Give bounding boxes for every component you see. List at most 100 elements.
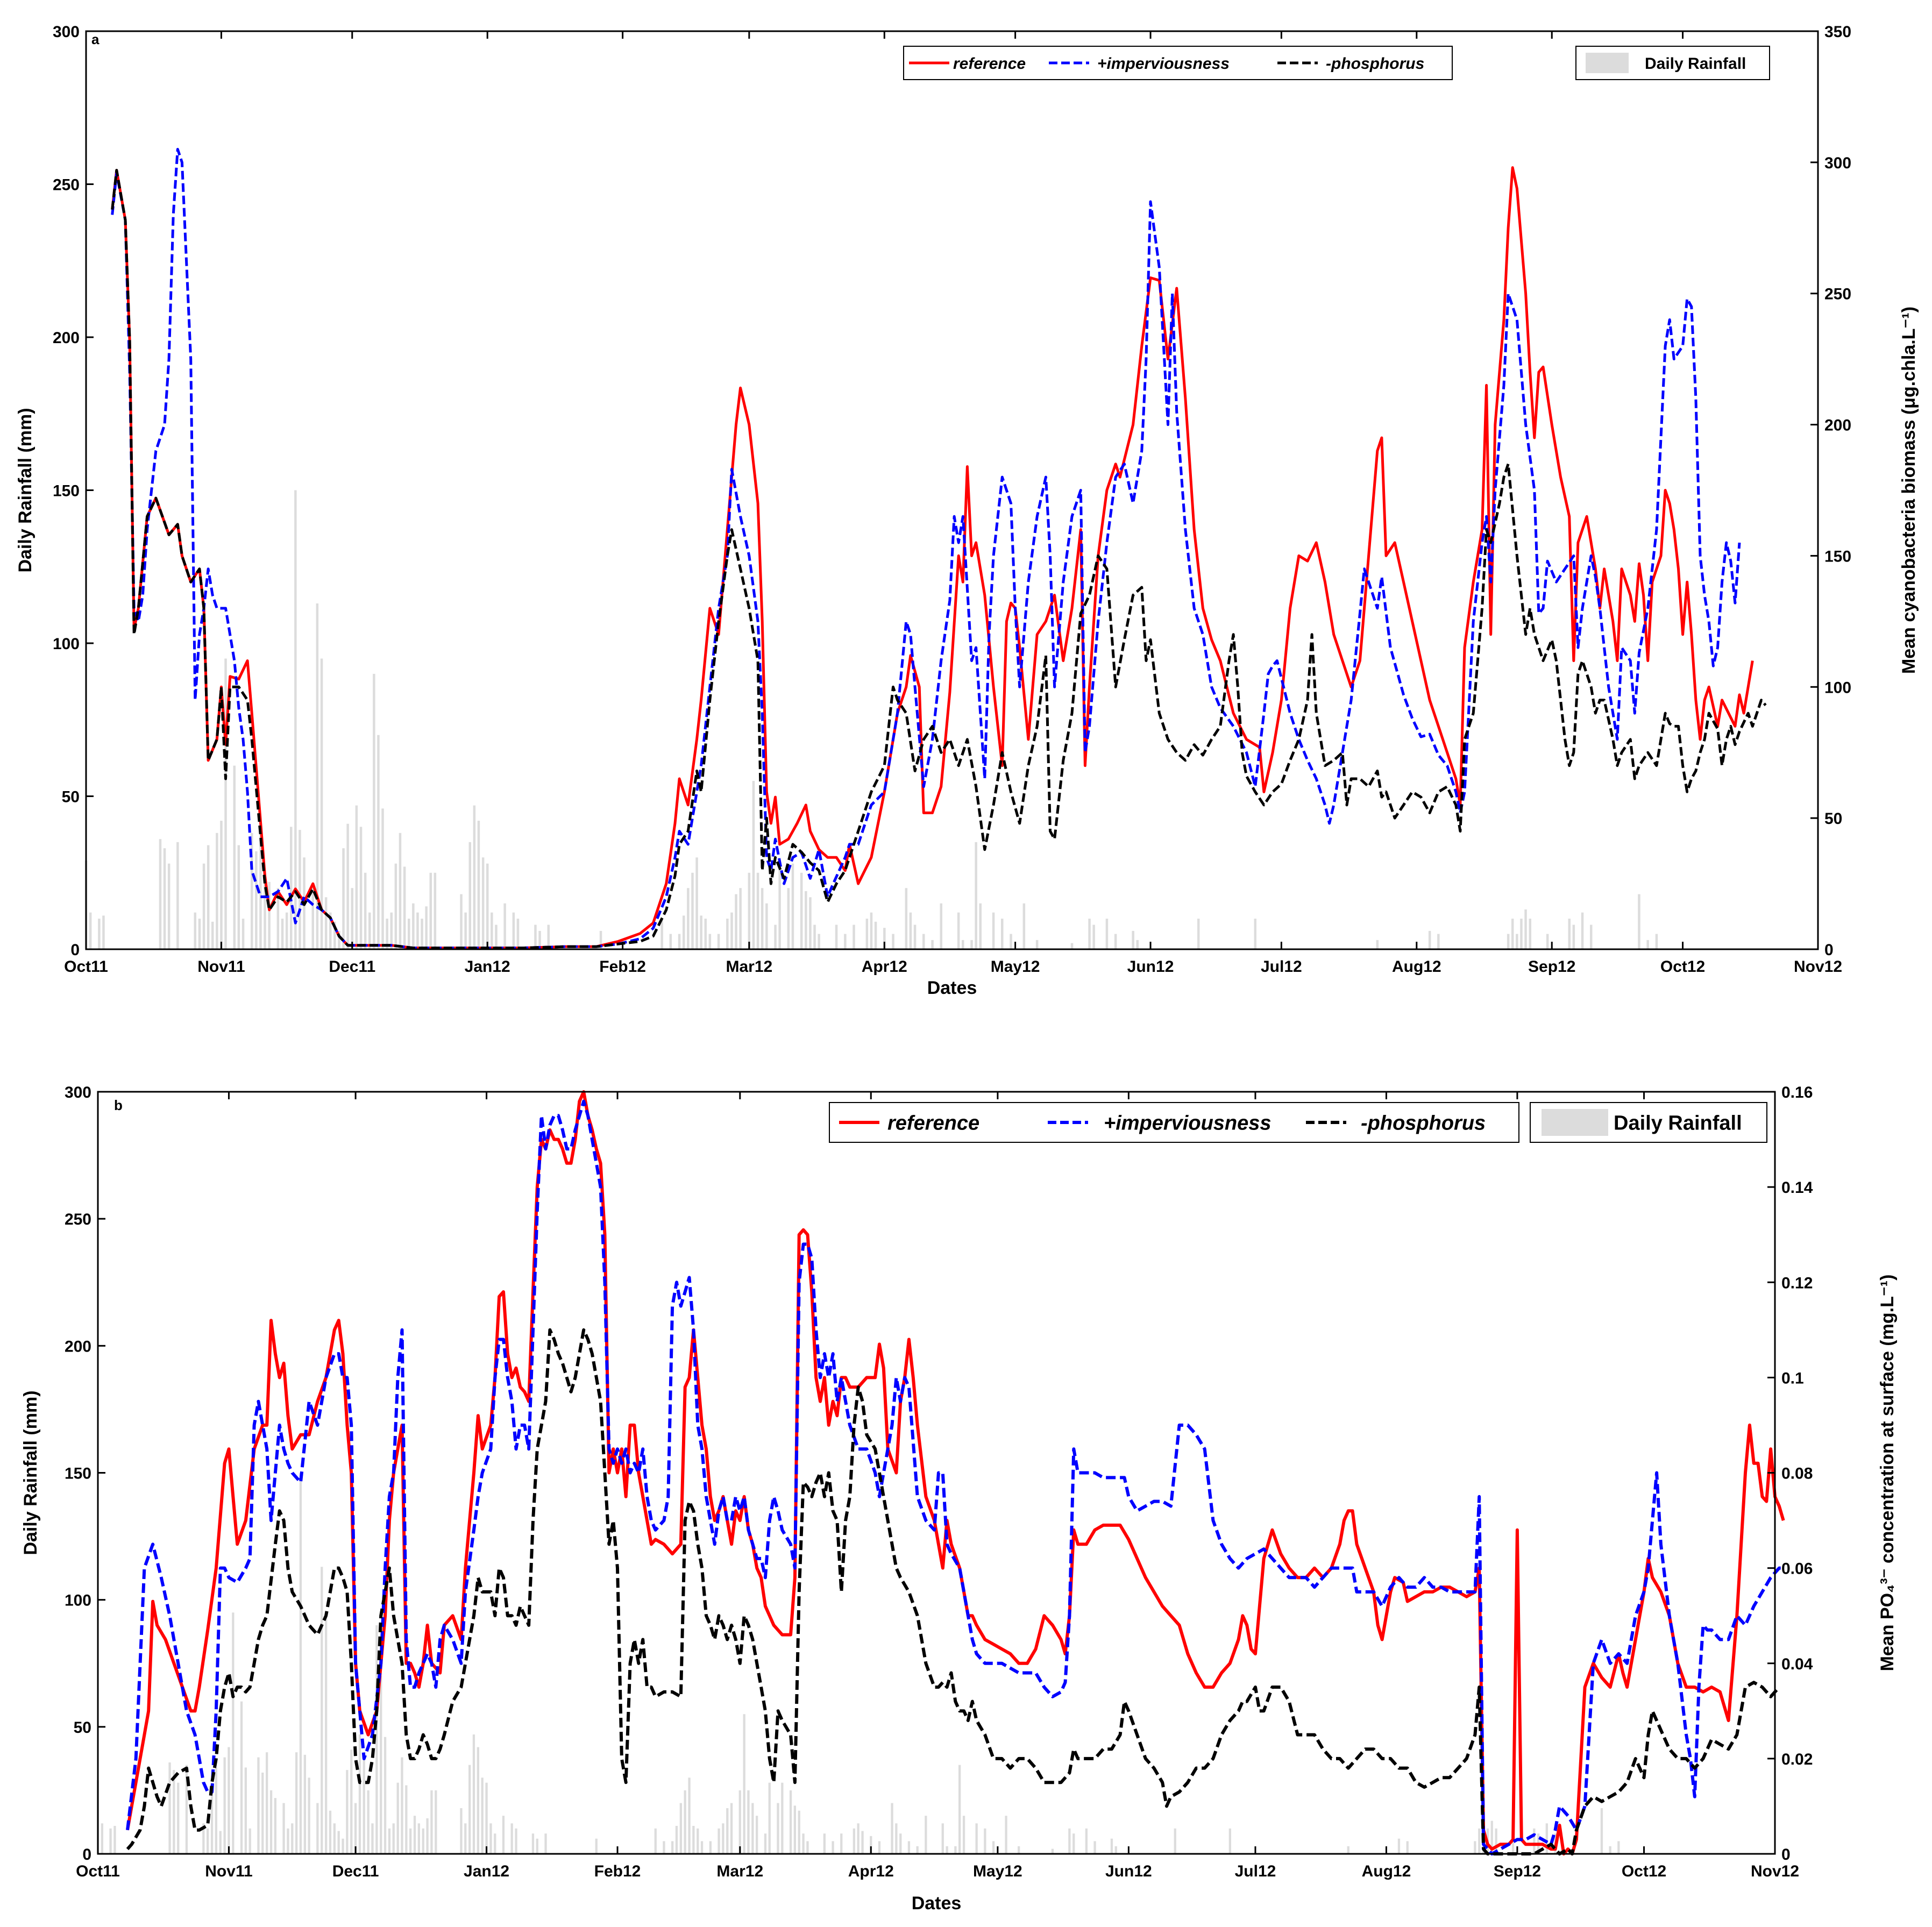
- rainfall-bar: [396, 1782, 399, 1854]
- rainfall-bar: [679, 1803, 682, 1854]
- panel-b-legend: reference +imperviousness -phosphorus: [829, 1102, 1519, 1143]
- rainfall-bar: [185, 1765, 188, 1854]
- left-tick-label: 50: [62, 788, 80, 806]
- series-line-imperviousness: [111, 148, 1741, 950]
- rainfall-bar: [228, 1747, 230, 1854]
- rainfall-bar: [1197, 919, 1200, 949]
- panel-b-right-axis-title: Mean PO₄³⁻ concentration at surface (mg.…: [1877, 1275, 1898, 1672]
- rainfall-bar: [844, 934, 847, 949]
- rainfall-bar: [1051, 1848, 1054, 1854]
- rainfall-bar: [870, 912, 873, 949]
- rainfall-bar: [892, 934, 894, 949]
- rainfall-bar: [434, 872, 437, 950]
- x-tick-label: Oct11: [76, 1862, 120, 1880]
- rainfall-bar: [515, 1828, 517, 1854]
- rainfall-bar: [547, 925, 550, 949]
- rainfall-bar: [223, 1757, 226, 1854]
- rainfall-bar: [346, 1770, 349, 1854]
- rainfall-bar: [1478, 1828, 1481, 1854]
- rainfall-bar: [207, 1828, 209, 1854]
- rainfall-bar: [342, 1838, 344, 1854]
- panel-a-rainfall-bars: [84, 490, 1658, 950]
- x-tick-label: Jul12: [1235, 1862, 1276, 1880]
- panel-a-chart: 0 50 100 150 200 250 300 0 50 100 150 200 250 300 350…: [15, 23, 1919, 998]
- rainfall-bar: [210, 1782, 214, 1854]
- rainfall-bar: [329, 1810, 332, 1854]
- rainfall-bar: [861, 1831, 864, 1854]
- rainfall-bar: [544, 1833, 547, 1854]
- rainfall-bar: [299, 1473, 302, 1854]
- right-tick-label: 0: [1824, 941, 1834, 959]
- rainfall-bar: [538, 930, 541, 949]
- rainfall-bar: [167, 863, 171, 949]
- rainfall-bar: [358, 1734, 361, 1854]
- rainfall-bar: [1428, 930, 1431, 949]
- rainfall-bar: [787, 888, 790, 949]
- rainfall-bar: [232, 1612, 235, 1854]
- x-tick-label: Nov11: [205, 1862, 252, 1880]
- rainfall-bar: [269, 1790, 273, 1854]
- series-line-imperviousness: [126, 1099, 1784, 1855]
- right-tick-label: 250: [1824, 286, 1851, 303]
- x-tick-label: Feb12: [599, 958, 646, 976]
- rainfall-bar: [430, 1790, 433, 1854]
- left-tick-label: 300: [65, 1084, 91, 1101]
- rainfall-bar: [946, 1846, 948, 1854]
- rainfall-bar: [916, 1846, 919, 1854]
- rainfall-bar: [325, 1612, 328, 1854]
- rainfall-bar: [781, 1782, 784, 1854]
- rainfall-bar: [1085, 1828, 1088, 1854]
- left-tick-label: 250: [53, 176, 80, 194]
- x-tick-label: Apr12: [862, 958, 907, 976]
- rainfall-bar: [299, 830, 301, 949]
- rainfall-bar: [922, 934, 925, 949]
- x-tick-label: Sep12: [1494, 1862, 1541, 1880]
- rainfall-bar: [383, 1737, 387, 1854]
- rainfall-bar: [294, 490, 297, 949]
- rainfall-bar: [219, 1831, 222, 1854]
- rainfall-bar: [202, 863, 205, 949]
- x-tick-label: Jan12: [464, 1862, 509, 1880]
- rainfall-bar: [1070, 943, 1074, 949]
- rainfall-bar: [1114, 1846, 1117, 1854]
- panel-b-x-axis: Oct11 Nov11 Dec11 Jan12 Feb12 Mar12 Apr12 May12…: [76, 1092, 1799, 1880]
- series-line-phosphorus: [126, 1328, 1781, 1855]
- rainfall-bar: [377, 735, 380, 949]
- rainfall-bar: [1495, 1828, 1497, 1854]
- rainfall-bar: [1228, 1828, 1231, 1854]
- rainfall-bar: [371, 1823, 374, 1854]
- rainfall-bar: [979, 903, 982, 949]
- rainfall-bar: [909, 912, 912, 949]
- rainfall-bar: [367, 1790, 370, 1854]
- rainfall-bar: [177, 1782, 180, 1854]
- panel-a-left-axis: 0 50 100 150 200 250 300: [53, 23, 94, 959]
- rainfall-bar: [813, 925, 816, 949]
- right-tick-label: 0.1: [1781, 1369, 1804, 1387]
- rainfall-bar: [215, 1767, 217, 1854]
- x-tick-label: Oct11: [64, 958, 108, 976]
- x-tick-label: Jan12: [465, 958, 510, 976]
- rainfall-bar: [683, 915, 685, 949]
- rainfall-bar: [870, 1836, 872, 1854]
- rainfall-bar: [350, 1750, 353, 1854]
- rainfall-bar: [1655, 934, 1658, 949]
- panel-b-legend-box: [829, 1102, 1519, 1143]
- left-tick-label: 200: [53, 329, 80, 347]
- rainfall-bar: [905, 888, 908, 949]
- rainfall-bar: [1568, 919, 1571, 949]
- rainfall-bar: [163, 848, 166, 949]
- right-tick-label: 300: [1824, 154, 1851, 172]
- rainfall-bar: [194, 912, 196, 949]
- x-tick-label: Aug12: [1392, 958, 1441, 976]
- rainfall-bar: [287, 1828, 289, 1854]
- rainfall-bar: [486, 863, 489, 949]
- series-line-reference: [111, 166, 1754, 950]
- rainfall-bar: [248, 1828, 251, 1854]
- rainfall-bar: [468, 842, 471, 949]
- rainfall-bar: [425, 906, 428, 949]
- right-tick-label: 0.04: [1781, 1655, 1813, 1673]
- left-tick-label: 150: [65, 1465, 91, 1483]
- rainfall-bar: [109, 1828, 112, 1854]
- rainfall-bar: [697, 1828, 699, 1854]
- rainfall-bar: [413, 1816, 416, 1854]
